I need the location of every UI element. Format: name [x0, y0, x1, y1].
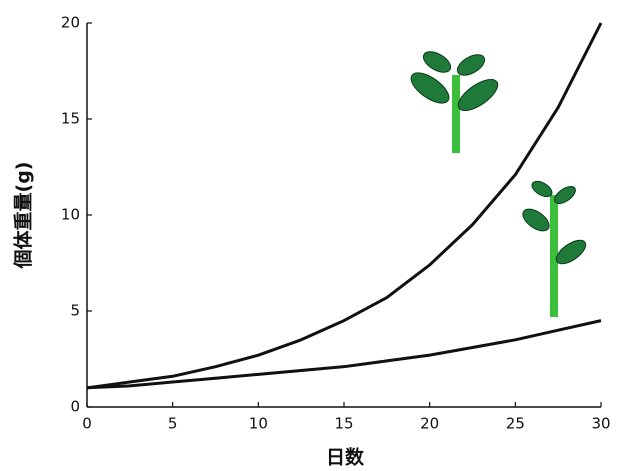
x-tick-label: 30	[591, 415, 610, 433]
x-tick-label: 0	[82, 415, 92, 433]
x-axis-title: 日数	[326, 446, 365, 469]
y-tick-label: 20	[61, 14, 80, 32]
x-tick-label: 25	[506, 415, 525, 433]
plant-small	[522, 180, 587, 317]
plant-large	[410, 51, 499, 153]
y-axis-title: 個体重量(g)	[12, 162, 35, 270]
series-line	[86, 319, 602, 390]
y-tick-label: 10	[61, 206, 80, 224]
y-tick-label: 15	[61, 110, 80, 128]
x-tick-label: 5	[168, 415, 178, 433]
series-line	[86, 22, 603, 390]
y-tick-label: 0	[70, 398, 80, 416]
y-tick-label: 5	[70, 302, 80, 320]
x-tick-label: 10	[249, 415, 268, 433]
x-tick-label: 20	[420, 415, 439, 433]
x-tick-label: 15	[334, 415, 353, 433]
